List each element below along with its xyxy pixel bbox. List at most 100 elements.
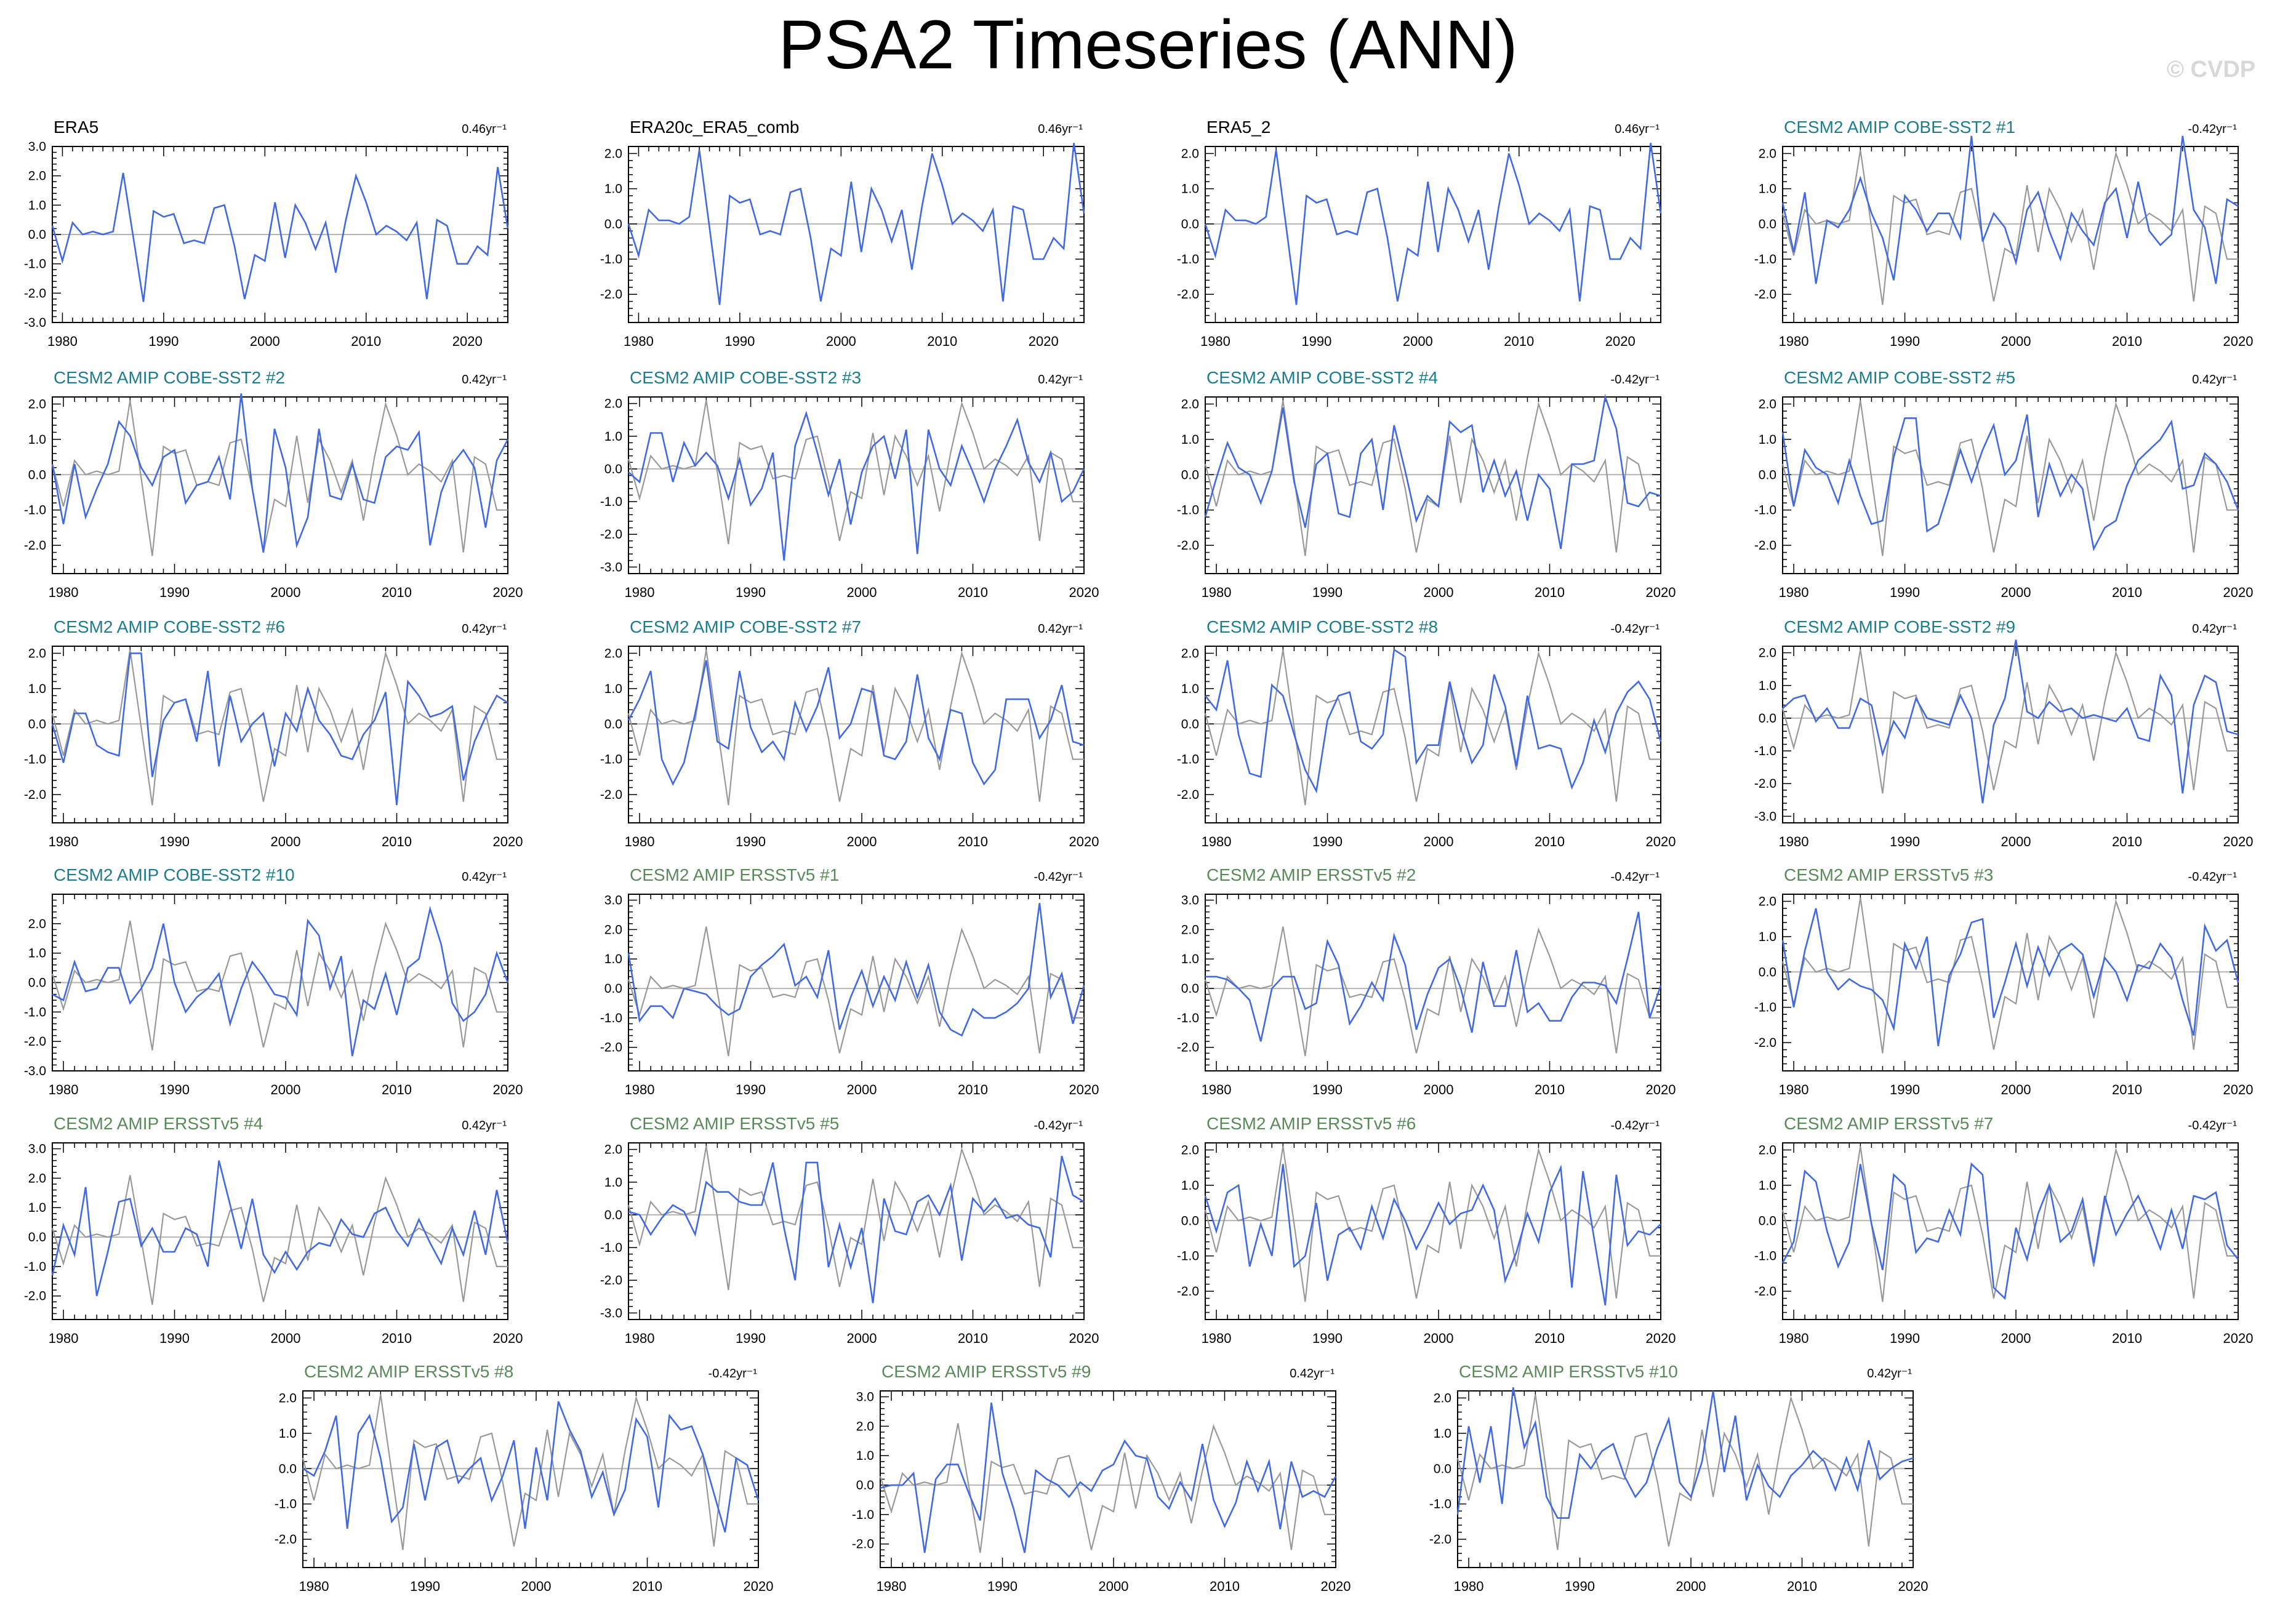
- x-tick-label: 2000: [826, 334, 856, 349]
- reference-series-line: [51, 400, 508, 556]
- y-tick-label: 1.0: [28, 198, 46, 212]
- y-tick-label: 0.0: [856, 1478, 874, 1492]
- y-tick-label: 0.0: [28, 468, 46, 482]
- y-tick-label: -2.0: [275, 1532, 297, 1547]
- panel-3: ERA5_2 0.46yr⁻¹ 2.0 1.0 0.0 -1.0 -2.0 1980 1990 2…: [1177, 118, 1662, 349]
- y-tick-label: 0.0: [28, 1230, 46, 1244]
- x-tick-label: 2000: [1424, 1331, 1454, 1346]
- panel-title: CESM2 AMIP ERSSTv5 #4: [54, 1114, 263, 1133]
- x-tick-label: 1980: [49, 585, 79, 600]
- x-tick-label: 2000: [2001, 1082, 2031, 1097]
- x-tick-label: 1990: [987, 1579, 1018, 1594]
- x-tick-label: 2020: [1069, 834, 1099, 849]
- series-line: [627, 143, 1085, 305]
- x-tick-label: 1980: [1200, 334, 1230, 349]
- panel-title: CESM2 AMIP ERSSTv5 #8: [304, 1362, 513, 1381]
- panel-8: CESM2 AMIP COBE-SST2 #5 0.42yr⁻¹ 2.0 1.0 0.0…: [1754, 368, 2254, 600]
- trend-label: -0.42yr⁻¹: [2188, 870, 2238, 884]
- cvdp-watermark: © CVDP: [2167, 57, 2256, 82]
- trend-label: 0.42yr⁻¹: [2192, 373, 2237, 386]
- x-tick-label: 1990: [1890, 834, 1920, 849]
- y-tick-label: -2.0: [24, 1289, 46, 1304]
- y-tick-label: 1.0: [1181, 1179, 1199, 1193]
- y-tick-label: -2.0: [852, 1537, 874, 1552]
- reference-series-line: [1781, 150, 2238, 305]
- x-tick-label: 1990: [1312, 834, 1343, 849]
- plot-frame: [1782, 1142, 2239, 1320]
- x-tick-label: 1980: [49, 1082, 79, 1097]
- panel-title: CESM2 AMIP ERSSTv5 #7: [1784, 1114, 1993, 1133]
- x-tick-label: 2010: [2112, 334, 2142, 349]
- y-tick-label: 2.0: [28, 646, 46, 660]
- y-tick-label: 0.0: [1759, 1214, 1776, 1228]
- y-tick-label: -2.0: [1754, 539, 1776, 553]
- x-tick-label: 2000: [521, 1579, 552, 1594]
- y-tick-label: 2.0: [604, 923, 622, 937]
- y-tick-label: 2.0: [1181, 146, 1199, 161]
- reference-series-line: [1204, 1146, 1661, 1302]
- plot-frame: [1205, 646, 1661, 823]
- x-tick-label: 2010: [382, 1331, 412, 1346]
- y-tick-label: -1.0: [1177, 1011, 1199, 1025]
- plot-frame: [52, 1142, 508, 1320]
- x-tick-label: 2010: [382, 834, 412, 849]
- y-tick-label: -2.0: [1177, 287, 1199, 302]
- panel-20: CESM2 AMIP ERSSTv5 #7 -0.42yr⁻¹ 2.0 1.0 0.0 -…: [1754, 1114, 2254, 1346]
- trend-label: 0.42yr⁻¹: [462, 373, 507, 386]
- x-tick-label: 2020: [1646, 834, 1676, 849]
- x-tick-label: 1980: [625, 834, 655, 849]
- y-tick-label: 2.0: [28, 917, 46, 931]
- y-tick-label: 0.0: [28, 717, 46, 731]
- series-line: [51, 1160, 509, 1297]
- series-line: [302, 1401, 760, 1532]
- panel-23: CESM2 AMIP ERSSTv5 #10 0.42yr⁻¹ 2.0 1.0 0.0 -…: [1429, 1362, 1929, 1594]
- x-tick-label: 2000: [2001, 834, 2031, 849]
- y-tick-label: -2.0: [1177, 1284, 1199, 1299]
- x-tick-label: 2010: [927, 334, 957, 349]
- reference-series-line: [51, 920, 508, 1051]
- y-tick-label: 0.0: [604, 982, 622, 996]
- x-tick-label: 1980: [1779, 1082, 1809, 1097]
- x-tick-label: 1990: [736, 834, 766, 849]
- x-tick-label: 1990: [736, 585, 766, 600]
- x-tick-label: 1990: [1301, 334, 1331, 349]
- reference-series-line: [302, 1394, 758, 1550]
- y-tick-label: 3.0: [28, 1142, 46, 1156]
- trend-label: 0.46yr⁻¹: [462, 122, 507, 136]
- x-tick-label: 1990: [1312, 1331, 1343, 1346]
- series-line: [627, 660, 1085, 786]
- panel-title: CESM2 AMIP ERSSTv5 #2: [1206, 865, 1416, 884]
- y-tick-label: -2.0: [1754, 777, 1776, 791]
- panel-title: CESM2 AMIP ERSSTv5 #5: [630, 1114, 839, 1133]
- panel-19: CESM2 AMIP ERSSTv5 #6 -0.42yr⁻¹ 2.0 1.0 0.0 -…: [1177, 1114, 1676, 1346]
- y-tick-label: 0.0: [604, 1208, 622, 1222]
- series-line: [1204, 1164, 1661, 1306]
- x-tick-label: 1990: [1312, 585, 1343, 600]
- y-tick-label: 2.0: [604, 146, 622, 161]
- panel-title: CESM2 AMIP COBE-SST2 #8: [1206, 617, 1438, 636]
- trend-label: 0.42yr⁻¹: [462, 870, 507, 884]
- x-tick-label: 2010: [958, 1082, 988, 1097]
- y-tick-label: 1.0: [1759, 679, 1776, 693]
- y-tick-label: -3.0: [600, 560, 622, 574]
- x-tick-label: 2010: [1535, 834, 1565, 849]
- x-tick-label: 2000: [847, 834, 877, 849]
- x-tick-label: 1980: [1779, 585, 1809, 600]
- y-tick-label: -2.0: [600, 788, 622, 802]
- plot-frame: [52, 646, 508, 823]
- x-tick-label: 2010: [2112, 1082, 2142, 1097]
- x-tick-label: 1980: [47, 334, 78, 349]
- x-tick-label: 2000: [2001, 334, 2031, 349]
- panel-title: ERA5: [54, 118, 98, 137]
- series-line: [51, 167, 509, 302]
- trend-label: 0.42yr⁻¹: [462, 622, 507, 636]
- panel-title: CESM2 AMIP ERSSTv5 #9: [881, 1362, 1091, 1381]
- y-tick-label: 1.0: [1181, 433, 1199, 447]
- trend-label: -0.42yr⁻¹: [2188, 122, 2238, 136]
- x-tick-label: 1990: [736, 1082, 766, 1097]
- y-tick-label: -1.0: [24, 1005, 46, 1019]
- y-tick-label: -2.0: [24, 788, 46, 802]
- x-tick-label: 2010: [382, 1082, 412, 1097]
- x-tick-label: 2010: [382, 585, 412, 600]
- panel-title: CESM2 AMIP ERSSTv5 #1: [630, 865, 839, 884]
